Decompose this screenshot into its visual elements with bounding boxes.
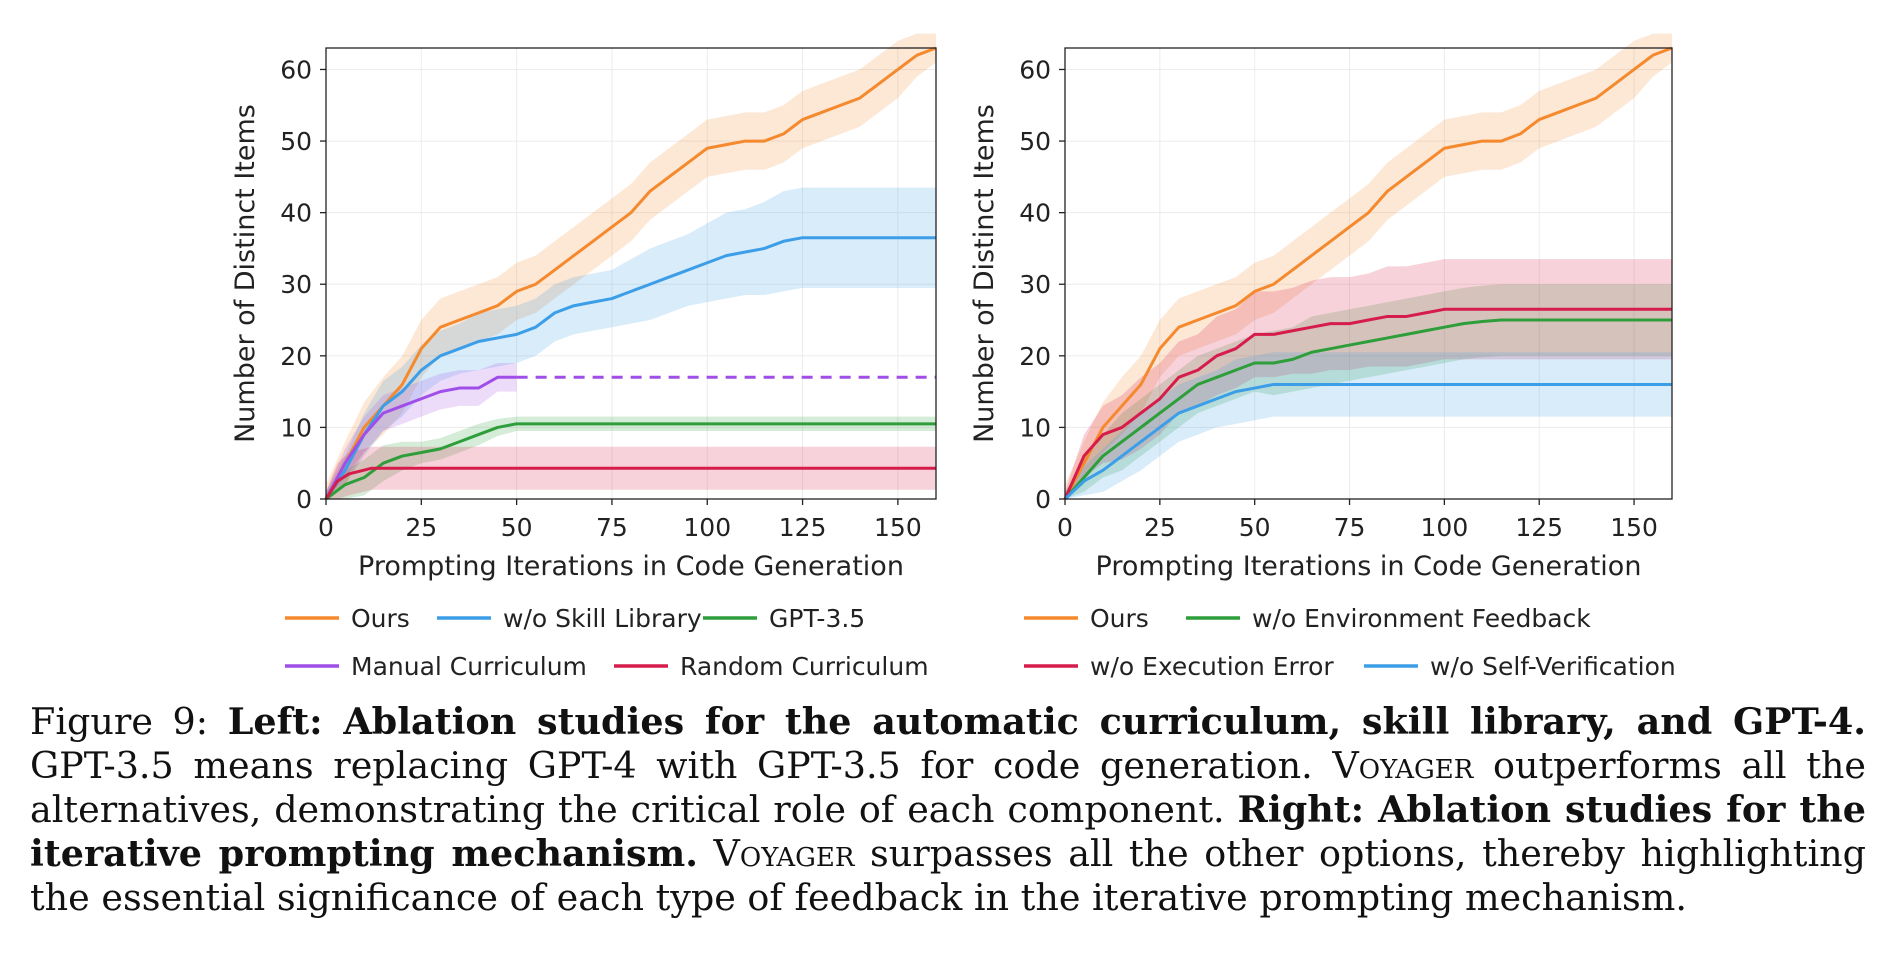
line-gpt-3-5 [325, 422, 936, 501]
x-tick-label: 0 [318, 513, 334, 542]
legend-label: Ours [351, 604, 410, 633]
band-ours [1065, 33, 1672, 499]
band-manual-curriculum [326, 362, 517, 499]
chart-left: 0 25 50 75 100 125 150 0 10 20 30 40 50 60 Prompting I… [230, 33, 937, 681]
y-tick-label: 20 [280, 342, 312, 371]
legend: Ours w/o Skill Library GPT-3.5 Manual Curri… [285, 604, 929, 681]
legend-label: w/o Execution Error [1090, 652, 1334, 681]
y-tick-label: 0 [296, 485, 312, 514]
y-tick-label: 40 [280, 199, 312, 228]
y-tick-label: 60 [1019, 55, 1051, 84]
legend-item-w-o-skill-library: w/o Skill Library [437, 604, 702, 633]
x-tick-label: 50 [501, 513, 533, 542]
legend: Ours w/o Environment Feedback w/o Executio… [1024, 604, 1676, 681]
y-tick-label: 30 [1019, 270, 1051, 299]
band-random-curriculum [326, 446, 936, 499]
x-tick-label: 0 [1057, 513, 1073, 542]
confidence-bands [326, 33, 936, 499]
x-tick-label: 50 [1239, 513, 1271, 542]
y-tick-label: 20 [1019, 342, 1051, 371]
series-lines [324, 46, 937, 501]
plot-frame [325, 47, 937, 500]
x-tick-label: 150 [874, 513, 922, 542]
legend-item-gpt-3-5: GPT-3.5 [703, 604, 865, 633]
caption-left-bold: Left: Ablation studies for the automatic… [227, 700, 1867, 743]
plot-frame [1064, 47, 1673, 500]
x-tick-label: 75 [1334, 513, 1366, 542]
line-random-curriculum [324, 466, 936, 500]
band-w-o-skill-library [326, 187, 936, 499]
y-tick-label: 50 [1019, 127, 1051, 156]
x-tick-label: 125 [779, 513, 827, 542]
legend-item-w-o-self-verification: w/o Self-Verification [1364, 652, 1676, 681]
y-axis-label: Number of Distinct Items [230, 104, 261, 443]
x-tick-label: 150 [1610, 513, 1658, 542]
x-tick-label: 75 [596, 513, 628, 542]
x-axis-label: Prompting Iterations in Code Generation [1096, 551, 1642, 582]
legend-item-ours: Ours [285, 604, 410, 633]
series-lines [1063, 46, 1673, 501]
y-tick-label: 10 [280, 413, 312, 442]
x-tick-label: 100 [683, 513, 731, 542]
line-w-o-self-verification [1063, 382, 1672, 501]
legend-label: Manual Curriculum [351, 652, 587, 681]
x-tick-label: 125 [1515, 513, 1563, 542]
y-tick-label: 50 [280, 127, 312, 156]
line-w-o-environment-feedback [1063, 318, 1672, 500]
caption-left-text-1: GPT-3.5 means replacing GPT-4 with GPT-3… [30, 744, 1313, 787]
y-tick-label: 60 [280, 55, 312, 84]
x-tick-label: 25 [405, 513, 437, 542]
legend-item-manual-curriculum: Manual Curriculum [285, 652, 587, 681]
y-tick-label: 40 [1019, 199, 1051, 228]
caption-right-bold: Right: Ablation studies for the iterativ… [30, 788, 1867, 875]
legend-label: w/o Skill Library [503, 604, 702, 633]
x-tick-label: 25 [1144, 513, 1176, 542]
band-gpt-3-5 [326, 416, 936, 499]
figure-caption: Figure 9: Left: Ablation studies for the… [30, 700, 1866, 920]
band-w-o-environment-feedback [1065, 284, 1672, 499]
caption-voyager-1: Voyager [1332, 744, 1474, 787]
line-w-o-execution-error [1063, 307, 1672, 500]
y-axis-label: Number of Distinct Items [969, 104, 1000, 443]
legend-item-ours: Ours [1024, 604, 1149, 633]
x-tick-label: 100 [1421, 513, 1469, 542]
caption-voyager-2: Voyager [713, 832, 855, 875]
y-tick-label: 30 [280, 270, 312, 299]
line-ours [1063, 46, 1673, 500]
line-manual-curriculum [324, 375, 517, 500]
x-axis-label: Prompting Iterations in Code Generation [358, 551, 904, 582]
legend-label: Ours [1090, 604, 1149, 633]
line-w-o-skill-library [324, 236, 936, 500]
caption-figure-label: Figure 9: [30, 700, 209, 743]
legend-item-w-o-environment-feedback: w/o Environment Feedback [1186, 604, 1591, 633]
line-ours [324, 46, 937, 500]
band-w-o-self-verification [1065, 352, 1672, 499]
legend-item-random-curriculum: Random Curriculum [614, 652, 929, 681]
legend-label: Random Curriculum [680, 652, 929, 681]
y-tick-label: 10 [1019, 413, 1051, 442]
legend-label: w/o Environment Feedback [1252, 604, 1591, 633]
legend-label: w/o Self-Verification [1430, 652, 1676, 681]
y-tick-label: 0 [1035, 485, 1051, 514]
legend-item-w-o-execution-error: w/o Execution Error [1024, 652, 1334, 681]
band-ours [326, 33, 936, 499]
chart-right: 0 25 50 75 100 125 150 0 10 20 30 40 50 60 Prompting I… [969, 33, 1676, 681]
caption-right-text: surpasses all the other options, thereby… [30, 832, 1866, 919]
legend-label: GPT-3.5 [769, 604, 865, 633]
caption-left-text-2: outperforms all the alternatives, demons… [30, 744, 1866, 831]
